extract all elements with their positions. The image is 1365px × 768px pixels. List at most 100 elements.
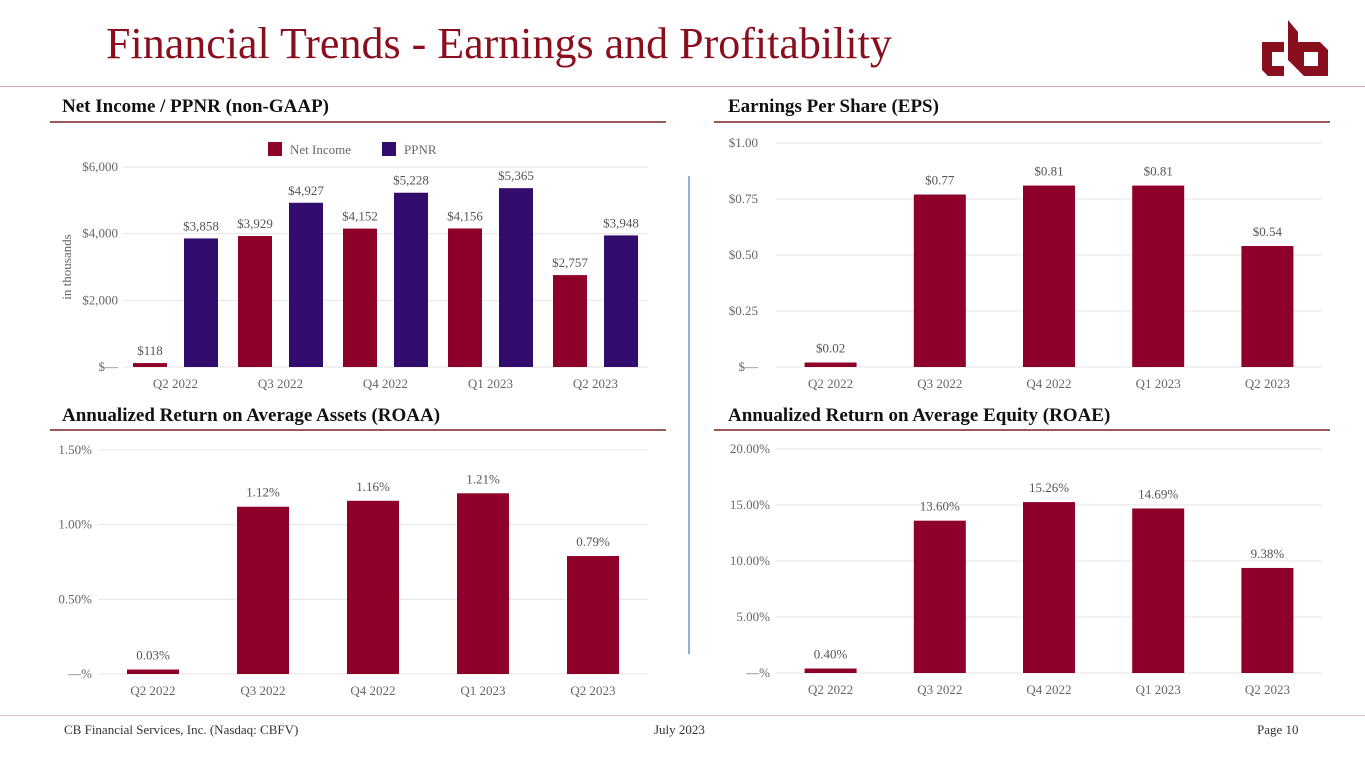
bar xyxy=(457,493,509,674)
section-title-net-income: Net Income / PPNR (non-GAAP) xyxy=(62,96,330,117)
footer-company: CB Financial Services, Inc. (Nasdaq: CBF… xyxy=(64,722,299,737)
data-label: $5,228 xyxy=(393,173,429,188)
x-tick-label: Q2 2023 xyxy=(570,683,615,698)
data-label: $0.81 xyxy=(1144,164,1173,179)
legend-label: Net Income xyxy=(290,142,351,157)
data-label: 1.12% xyxy=(246,485,280,500)
data-label: 9.38% xyxy=(1251,546,1285,561)
x-tick-label: Q4 2022 xyxy=(363,376,408,391)
x-tick-label: Q2 2022 xyxy=(153,376,198,391)
bar xyxy=(1241,567,1294,673)
y-tick-label: 0.50% xyxy=(58,591,92,606)
data-label: $0.54 xyxy=(1253,224,1283,239)
bar xyxy=(1132,185,1185,367)
bar-ppnr xyxy=(604,235,638,367)
data-label: $2,757 xyxy=(552,255,588,270)
bar xyxy=(1241,246,1294,367)
bar-ppnr xyxy=(499,188,533,367)
y-tick-label: $— xyxy=(99,359,120,374)
bar xyxy=(1132,508,1185,673)
footer-divider xyxy=(0,715,1365,716)
data-label: 0.40% xyxy=(814,647,848,662)
x-tick-label: Q4 2022 xyxy=(1026,376,1071,391)
x-tick-label: Q3 2022 xyxy=(917,376,962,391)
y-tick-label: 5.00% xyxy=(736,609,770,624)
x-tick-label: Q4 2022 xyxy=(1026,682,1071,697)
data-label: $4,156 xyxy=(447,208,483,223)
y-tick-label: $0.50 xyxy=(729,247,758,262)
y-tick-label: $0.75 xyxy=(729,191,758,206)
section-title-eps: Earnings Per Share (EPS) xyxy=(728,96,939,117)
footer-page-number: Page 10 xyxy=(1257,722,1299,737)
data-label: 15.26% xyxy=(1029,480,1069,495)
bar-net-income xyxy=(553,275,587,367)
x-tick-label: Q2 2022 xyxy=(808,376,853,391)
bar-ppnr xyxy=(289,202,323,367)
bar xyxy=(347,500,399,674)
x-tick-label: Q1 2023 xyxy=(460,683,505,698)
bar xyxy=(127,669,179,674)
x-tick-label: Q2 2023 xyxy=(1245,682,1290,697)
bar xyxy=(1023,502,1075,673)
bar-net-income xyxy=(343,228,377,367)
bar xyxy=(913,194,966,367)
data-label: $3,929 xyxy=(237,216,273,231)
x-tick-label: Q2 2023 xyxy=(573,376,618,391)
bar xyxy=(913,520,966,673)
y-tick-label: —% xyxy=(67,666,92,681)
data-label: 1.21% xyxy=(466,471,500,486)
data-label: $4,152 xyxy=(342,209,378,224)
data-label: $3,948 xyxy=(603,215,639,230)
y-tick-label: $1.00 xyxy=(729,135,758,150)
section-title-roae: Annualized Return on Average Equity (ROA… xyxy=(728,405,1111,426)
y-axis-title: in thousands xyxy=(59,234,74,299)
bar-net-income xyxy=(448,228,482,367)
y-tick-label: $0.25 xyxy=(729,303,758,318)
y-tick-label: $2,000 xyxy=(82,292,118,307)
data-label: 0.03% xyxy=(136,648,170,663)
section-rule xyxy=(50,121,666,123)
x-tick-label: Q1 2023 xyxy=(1136,682,1181,697)
section-rule xyxy=(50,429,666,431)
vertical-divider xyxy=(688,176,690,654)
x-tick-label: Q3 2022 xyxy=(917,682,962,697)
bar-net-income xyxy=(133,363,167,367)
data-label: $0.02 xyxy=(816,341,845,356)
x-tick-label: Q1 2023 xyxy=(1136,376,1181,391)
bar-ppnr xyxy=(184,238,218,367)
data-label: $3,858 xyxy=(183,218,219,233)
bar xyxy=(804,668,857,673)
x-tick-label: Q2 2022 xyxy=(130,683,175,698)
data-label: 1.16% xyxy=(356,479,390,494)
data-label: 0.79% xyxy=(576,534,610,549)
y-tick-label: —% xyxy=(745,665,770,680)
y-tick-label: $4,000 xyxy=(82,226,118,241)
y-tick-label: 10.00% xyxy=(730,553,770,568)
y-tick-label: 1.50% xyxy=(58,442,92,457)
legend-label: PPNR xyxy=(404,142,437,157)
x-tick-label: Q4 2022 xyxy=(350,683,395,698)
y-tick-label: 20.00% xyxy=(730,441,770,456)
footer-date: July 2023 xyxy=(654,722,705,737)
bar-ppnr xyxy=(394,192,428,367)
bar-net-income xyxy=(238,236,272,367)
cb-logo-icon xyxy=(1262,20,1328,76)
x-tick-label: Q1 2023 xyxy=(468,376,513,391)
data-label: $0.77 xyxy=(925,173,955,188)
data-label: $4,927 xyxy=(288,183,324,198)
page-title: Financial Trends - Earnings and Profitab… xyxy=(106,19,892,68)
title-divider xyxy=(0,86,1365,87)
y-tick-label: 1.00% xyxy=(58,517,92,532)
y-tick-label: $— xyxy=(739,359,760,374)
section-rule xyxy=(714,429,1330,431)
x-tick-label: Q2 2023 xyxy=(1245,376,1290,391)
section-rule xyxy=(714,121,1330,123)
bar xyxy=(804,362,857,367)
y-tick-label: $6,000 xyxy=(82,159,118,174)
data-label: 13.60% xyxy=(920,499,960,514)
bar xyxy=(237,506,289,674)
data-label: $5,365 xyxy=(498,168,534,183)
